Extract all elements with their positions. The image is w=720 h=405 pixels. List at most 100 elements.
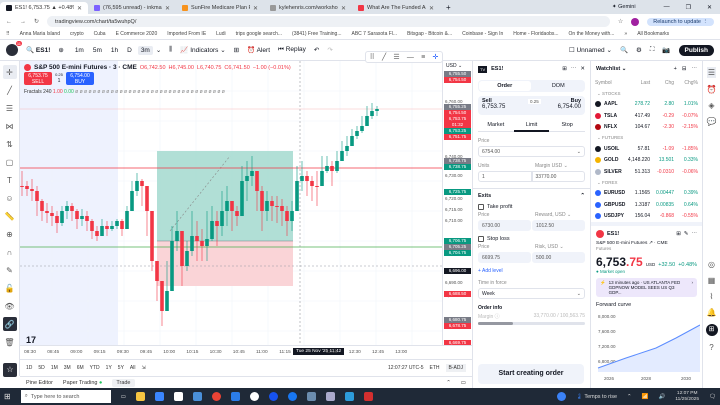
watchlist-section[interactable]: ⌄ FOREX <box>597 179 618 185</box>
file-explorer-icon[interactable] <box>135 392 145 401</box>
trash-icon[interactable]: 🗑 <box>4 337 15 347</box>
publish-button[interactable]: Publish <box>678 44 714 56</box>
profile-avatar[interactable] <box>631 17 640 26</box>
tab-order[interactable]: Order <box>479 81 531 91</box>
channel-icon[interactable]: ☰ <box>393 54 400 61</box>
tray-chevron-icon[interactable]: ⌃ <box>627 393 632 400</box>
browser-tab[interactable]: (76,595 unread) - inkman4270✕ <box>88 2 176 14</box>
ruler-icon[interactable]: 📏 <box>4 211 15 221</box>
pdf-icon[interactable] <box>363 392 373 401</box>
watchlist-layout-icon[interactable]: ⊟ <box>681 66 687 72</box>
quick-search-icon[interactable]: 🔍 <box>619 47 629 54</box>
bookmark-item[interactable]: Ludi <box>216 31 226 37</box>
user-avatar[interactable]: 11 <box>6 41 22 56</box>
browser-tab[interactable]: kylehenris.com/workshop-repl✕ <box>264 2 352 14</box>
more-icon[interactable]: ⋯ <box>570 66 577 72</box>
bookmark-item[interactable]: All Bookmarks <box>637 31 670 37</box>
adjustment-toggle[interactable]: B-ADJ <box>445 364 466 372</box>
news-headline[interactable]: ⚡ 13 minutes ago · US ATLANTA FED GDPNOW … <box>596 278 697 297</box>
range-5y[interactable]: 5Y <box>117 365 124 371</box>
bookmark-item[interactable]: Imported From IE <box>167 31 207 37</box>
range-1m[interactable]: 1M <box>50 365 58 371</box>
stop-loss-price-input[interactable]: 6699.75 <box>478 252 531 263</box>
watchlist-dropdown[interactable]: Watchlist ⌄ <box>596 66 627 72</box>
alert-button[interactable]: ⏰ Alert <box>247 47 271 54</box>
watchlist-icon[interactable]: ☰ <box>706 67 717 78</box>
add-symbol-icon[interactable]: + <box>673 66 677 72</box>
symbol-search[interactable]: 🔍 ES1! <box>26 47 51 54</box>
geometric-shapes-icon[interactable]: ▢ <box>5 157 14 167</box>
relaunch-button[interactable]: Relaunch to update ⋮ <box>647 17 714 26</box>
browser-tab[interactable]: SunFire Medicare Plan Finder✕ <box>176 2 264 14</box>
session-toggle[interactable]: ETH <box>429 365 440 371</box>
units-input[interactable]: 1 <box>478 171 532 182</box>
price-chart[interactable]: 17 <box>20 61 442 345</box>
time-in-force-select[interactable]: Week ⌄ <box>478 288 585 299</box>
signal-icon[interactable]: ⌇ <box>709 292 714 301</box>
weather-widget[interactable]: 🌡 Temps to rise <box>575 393 618 400</box>
chart-type-icon[interactable]: ⫼ <box>169 46 173 53</box>
horizontal-line-icon[interactable]: — <box>406 53 414 61</box>
pattern-icon[interactable]: ⋈ <box>5 121 14 131</box>
alerts-clock-icon[interactable]: ⏰ <box>706 85 717 94</box>
timeframe-3m[interactable]: 3m <box>137 45 153 55</box>
trendline-icon[interactable]: ╱ <box>7 85 12 95</box>
stop-loss-risk-input[interactable]: 500.00 <box>532 252 585 263</box>
bookmark-item[interactable]: Cuba <box>93 31 106 37</box>
currency-selector[interactable]: USD ⌄ <box>446 63 463 69</box>
mail-icon[interactable] <box>230 392 240 401</box>
stop-loss-checkbox[interactable]: Stop loss <box>478 236 585 242</box>
qr-icon[interactable]: ⊞ <box>562 66 567 72</box>
indicators-button[interactable]: 📈 Indicators ⌄ <box>180 47 226 54</box>
tab-dom[interactable]: DOM <box>551 83 565 89</box>
favorites-star-icon[interactable]: ☆ <box>3 363 17 377</box>
bookmark-item[interactable]: On the Money with... <box>568 31 615 37</box>
help-icon[interactable]: ? <box>709 343 714 352</box>
range-all[interactable]: All <box>129 365 136 371</box>
bookmark-item[interactable]: Coinbase - Sign In <box>462 31 504 37</box>
timeframe-1m[interactable]: 1m <box>74 46 84 54</box>
start-creating-order-button[interactable]: Start creating order <box>478 364 584 384</box>
close-tab-icon[interactable]: ✕ <box>76 5 82 12</box>
paper-trading-tab[interactable]: Paper Trading ● <box>62 379 103 386</box>
bookmark-item[interactable]: E Commerce 2020 <box>115 31 158 37</box>
price-axis[interactable]: USD ⌄ 6,760.006,745.006,740.006,734.756,… <box>442 61 472 352</box>
link-icon[interactable]: 🔗 <box>2 317 17 331</box>
timeframe-dropdown-icon[interactable]: ⌄ <box>155 46 162 54</box>
watchlist-row[interactable]: GOLD 4,148.220 13.501 0.33% <box>591 155 702 167</box>
google-icon[interactable] <box>249 392 259 401</box>
margin-currency-dropdown[interactable]: Margin USD ⌄ <box>535 163 568 169</box>
trade-tab[interactable]: Trade <box>112 378 135 387</box>
watchlist-row[interactable]: SILVER 51.313 -0.0310 -0.06% <box>591 166 702 178</box>
collapse-icon[interactable]: ⌃ <box>446 379 451 386</box>
watchlist-row[interactable]: USDJPY 156.04 -0.868 -0.55% <box>591 211 702 223</box>
limit-price-input[interactable]: 6754.00 ⌄ <box>478 146 585 157</box>
clock-timezone[interactable]: 12:07:27 UTC-5 <box>387 365 424 371</box>
calendar-icon[interactable]: ▦ <box>707 276 716 285</box>
apps-icon[interactable]: ⠿ <box>6 31 10 37</box>
watchlist-section[interactable]: ⌄ STOCKS <box>597 90 621 96</box>
chat-icon[interactable]: 💬 <box>706 117 717 126</box>
layout-name-dropdown[interactable]: ☐ Unnamed ⌄ <box>568 47 612 54</box>
symbol-full-name[interactable]: S&P 500 E-mini Futures ↗ · CME <box>596 241 668 246</box>
notifications-icon[interactable]: 🗨 <box>709 393 716 400</box>
lock-drawings-icon[interactable]: ✎ <box>6 265 13 275</box>
fullscreen-icon[interactable]: ⛶ <box>649 46 655 53</box>
new-tab-button[interactable]: + <box>446 2 451 12</box>
star-icon[interactable]: ☆ <box>617 19 624 25</box>
timeframe-D[interactable]: D <box>127 46 132 54</box>
grid-icon[interactable]: ⊞ <box>676 231 681 237</box>
tab-market[interactable]: Market <box>487 122 505 128</box>
bookmark-item[interactable]: crypto <box>69 31 84 37</box>
buy-quote[interactable]: Buy 6,754.00 <box>557 98 581 110</box>
bookmark-item[interactable]: Bitsgap - Bitcoin &... <box>407 31 453 37</box>
range-3m[interactable]: 3M <box>63 365 71 371</box>
buy-button[interactable]: 6,754.00 BUY <box>66 72 94 85</box>
lock-icon[interactable]: 🔓 <box>4 283 15 293</box>
crosshair-blue-icon[interactable]: ✛ <box>432 54 439 61</box>
app-icon[interactable] <box>192 392 202 401</box>
goto-date-icon[interactable]: ⇲ <box>141 365 146 371</box>
close-tab-icon[interactable]: ✕ <box>164 5 170 12</box>
back-icon[interactable]: ← <box>6 18 12 25</box>
windows-start-icon[interactable]: ⊞ <box>4 392 11 401</box>
